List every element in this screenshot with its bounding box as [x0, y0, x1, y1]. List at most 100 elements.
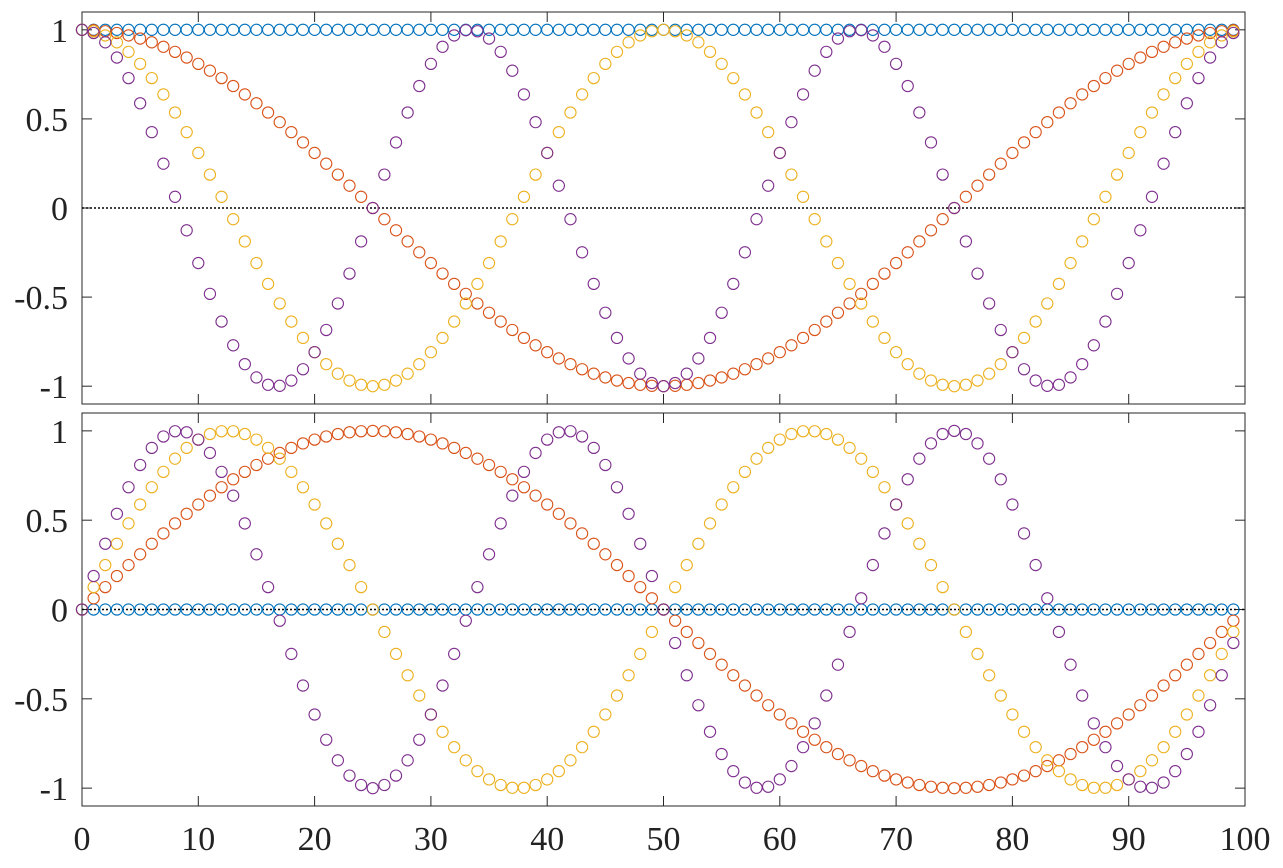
data-point — [1157, 88, 1170, 101]
x-tick-label: 90 — [1112, 821, 1146, 858]
data-point — [982, 297, 996, 310]
data-point — [913, 235, 926, 248]
data-point — [215, 315, 228, 328]
data-point — [599, 57, 612, 70]
data-point — [436, 267, 449, 280]
data-point — [1087, 213, 1100, 226]
data-point — [354, 778, 368, 792]
x-tick-label: 100 — [1220, 821, 1271, 858]
data-point — [634, 603, 647, 616]
data-point — [785, 23, 798, 36]
data-point — [622, 352, 635, 365]
panel-sine: -1-0.500.510 10 20 30 40 50 60 70 80 90 100 — [14, 412, 1271, 858]
x-tick-label: 0 — [74, 821, 91, 858]
data-point — [587, 537, 600, 550]
data-point — [482, 23, 496, 36]
data-point — [948, 380, 961, 393]
data-point — [1076, 235, 1089, 248]
data-point — [331, 427, 345, 441]
data-point — [1099, 725, 1112, 738]
data-point — [494, 315, 507, 328]
data-point — [1169, 23, 1182, 36]
data-point — [320, 23, 333, 36]
data-point — [378, 625, 391, 639]
data-point — [1099, 71, 1112, 85]
data-point — [1041, 23, 1054, 36]
data-point — [157, 465, 170, 479]
data-point — [959, 625, 973, 639]
data-point — [959, 235, 973, 248]
data-point — [529, 23, 542, 36]
data-point — [785, 427, 798, 441]
data-point — [889, 23, 903, 36]
data-point — [587, 71, 600, 85]
data-point — [924, 23, 938, 36]
data-point — [924, 224, 938, 237]
data-point — [727, 277, 740, 291]
data-point — [459, 754, 472, 767]
data-point — [529, 446, 542, 460]
data-point — [866, 764, 879, 778]
data-point — [250, 97, 263, 110]
data-point — [529, 339, 542, 352]
data-point — [645, 625, 659, 639]
data-point — [494, 778, 507, 792]
data-point — [215, 23, 228, 36]
data-point — [203, 168, 217, 181]
data-point — [715, 747, 728, 761]
data-point — [482, 603, 496, 616]
data-point — [122, 517, 135, 530]
data-point — [250, 23, 263, 36]
data-point — [413, 79, 426, 93]
data-point — [901, 357, 914, 371]
data-point — [727, 23, 740, 36]
data-point — [517, 88, 531, 101]
data-point — [878, 331, 891, 345]
data-point — [320, 517, 333, 530]
data-point — [762, 780, 775, 793]
data-point — [1122, 146, 1135, 160]
data-point — [1227, 625, 1240, 639]
data-point — [192, 256, 205, 270]
data-point — [1110, 287, 1124, 300]
data-point — [831, 32, 845, 45]
data-point — [1203, 669, 1217, 682]
data-point — [250, 548, 263, 561]
data-point — [785, 717, 798, 730]
data-point — [343, 179, 356, 192]
x-tick-label: 10 — [181, 821, 215, 858]
data-point — [982, 452, 996, 465]
data-point — [1180, 658, 1193, 671]
data-point — [622, 36, 635, 49]
data-point — [506, 473, 519, 486]
y-tick-label: 0.5 — [26, 503, 69, 540]
data-point — [1006, 603, 1019, 616]
data-point — [110, 51, 124, 64]
data-point — [971, 23, 984, 36]
data-point — [1192, 71, 1205, 85]
data-point — [331, 537, 345, 550]
data-point — [436, 331, 449, 345]
data-point — [1041, 592, 1054, 605]
data-point — [668, 636, 682, 650]
data-point — [831, 433, 845, 446]
data-point — [668, 376, 682, 390]
data-point — [250, 371, 263, 384]
data-point — [541, 773, 554, 786]
data-point — [471, 277, 484, 291]
data-point — [1052, 378, 1066, 391]
y-tick-label: -0.5 — [14, 280, 68, 317]
x-tick-label: 30 — [414, 821, 448, 858]
data-point — [378, 213, 391, 226]
data-point — [959, 427, 973, 441]
data-point — [1192, 689, 1205, 702]
data-point — [424, 433, 438, 446]
data-point — [645, 569, 659, 583]
data-point — [238, 517, 251, 530]
data-point — [1227, 614, 1240, 627]
data-point — [796, 425, 810, 438]
data-point — [622, 376, 635, 390]
data-point — [378, 378, 391, 391]
data-point — [320, 430, 333, 443]
data-point — [750, 23, 763, 36]
